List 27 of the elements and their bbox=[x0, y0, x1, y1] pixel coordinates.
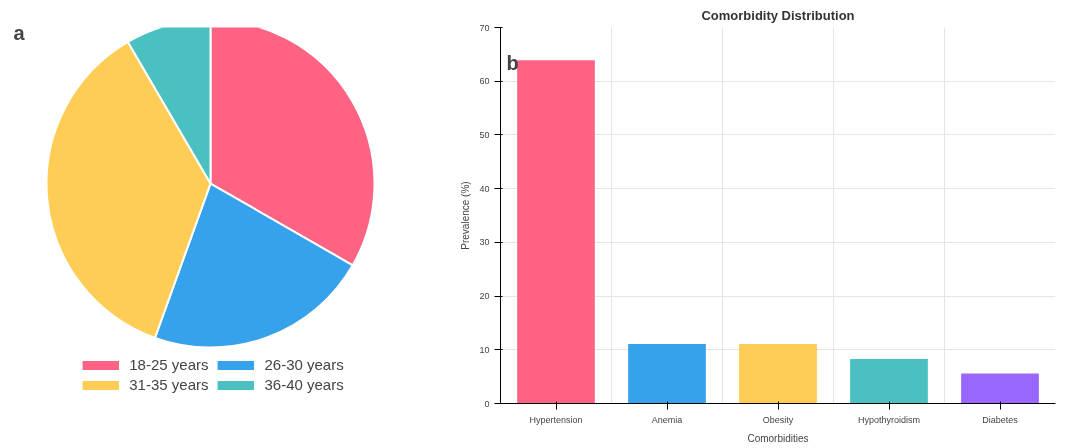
x-tick-label: Hypertension bbox=[529, 414, 583, 425]
chart-title: Comorbidity Distribution bbox=[701, 7, 855, 23]
x-tick-label: Anemia bbox=[651, 414, 683, 425]
x-axis-title: Comorbidities bbox=[747, 432, 809, 444]
annotation: b bbox=[506, 51, 519, 74]
legend-label: 26-30 years bbox=[264, 356, 344, 373]
y-tick-label: 30 bbox=[479, 237, 490, 248]
y-axis-title: Prevalence (%) bbox=[460, 181, 472, 250]
y-tick-label: 20 bbox=[479, 291, 490, 302]
y-tick-label: 40 bbox=[479, 183, 490, 194]
y-tick-label: 0 bbox=[484, 398, 490, 409]
x-tick-label: Hypothyroidism bbox=[857, 414, 921, 425]
legend-label: 36-40 years bbox=[264, 376, 344, 393]
y-tick-label: 50 bbox=[479, 129, 490, 140]
y-tick-label: 60 bbox=[479, 76, 490, 87]
bar bbox=[739, 343, 817, 404]
legend-label: 31-35 years bbox=[129, 376, 209, 393]
legend-label: 18-25 years bbox=[129, 356, 209, 373]
y-tick-label: 70 bbox=[479, 22, 490, 33]
x-tick-label: Obesity bbox=[762, 414, 794, 425]
y-tick-label: 10 bbox=[479, 344, 490, 355]
text: a bbox=[13, 21, 26, 44]
bar bbox=[850, 358, 928, 404]
x-tick-label: Diabetes bbox=[982, 414, 1019, 425]
bar bbox=[628, 343, 706, 404]
bar bbox=[517, 60, 595, 404]
bar bbox=[961, 373, 1039, 404]
